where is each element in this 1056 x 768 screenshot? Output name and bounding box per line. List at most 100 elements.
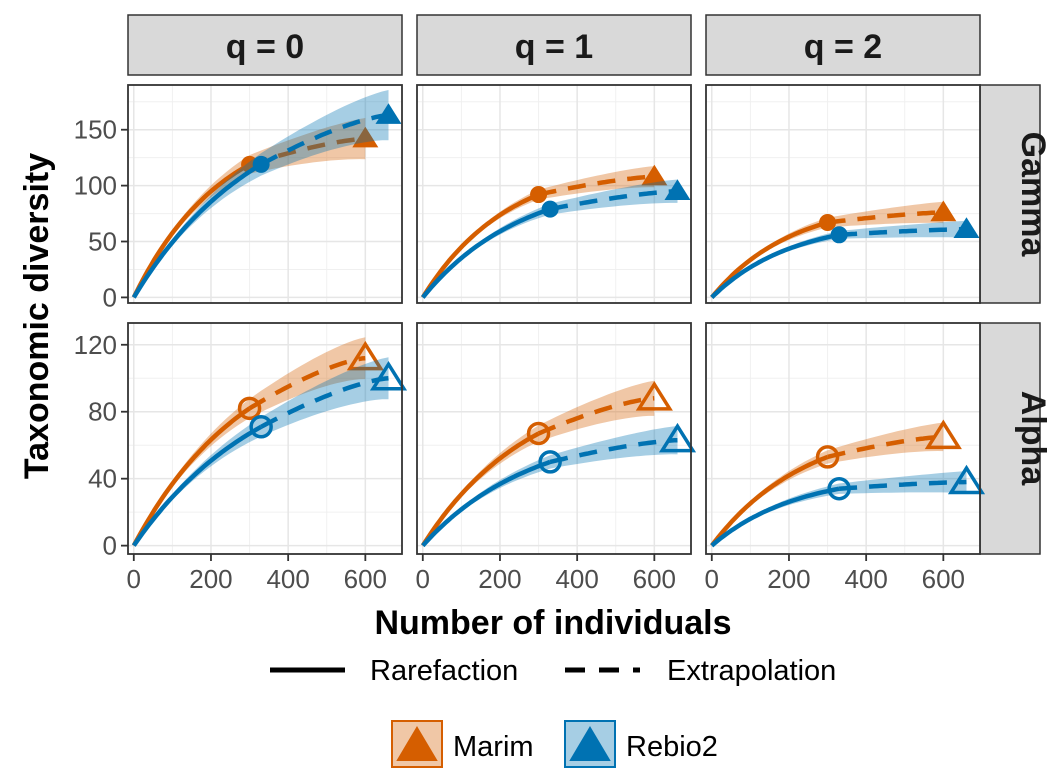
legend-marim-label: Marim <box>453 731 534 763</box>
panel-border-gamma-q0 <box>127 84 403 304</box>
observed-point-marim-alpha-q0 <box>237 396 262 421</box>
legend-extrapolation-label: Extrapolation <box>667 655 836 687</box>
extrapolation-line-marim-alpha-q2 <box>827 434 944 460</box>
extrapolation-line-marim-gamma-q2 <box>827 210 944 225</box>
x-tick-label: 400 <box>844 564 887 594</box>
strip-gamma <box>979 84 1041 304</box>
y-tick-label-alpha: 120 <box>74 330 117 360</box>
extrapolated-point-marim-alpha-q1 <box>635 381 673 411</box>
x-tick-label: 0 <box>705 564 719 594</box>
strip-q2 <box>705 14 981 76</box>
extrapolation-line-rebio2-gamma-q1 <box>549 188 678 212</box>
extrapolated-point-marim-alpha-q2 <box>924 419 962 450</box>
linetype-legend: Rarefaction Extrapolation <box>270 655 836 687</box>
y-tick-label-alpha: 40 <box>88 464 117 494</box>
legend-marim-triangle-icon <box>396 726 438 761</box>
panels-group: 0 50 100 150 0 40 80 120 0 200 400 600 0 200 400 600 0 20… <box>74 84 986 594</box>
extrapolated-point-marim-gamma-q2 <box>930 200 957 222</box>
extrapolation-line-marim-gamma-q0 <box>248 136 366 167</box>
extrapolation-line-marim-alpha-q0 <box>248 355 366 411</box>
extrapolated-point-marim-gamma-q1 <box>641 164 668 186</box>
color-legend: Marim Rebio2 <box>391 720 718 768</box>
observed-point-rebio2-alpha-q2 <box>827 476 851 501</box>
strip-label-gamma: Gamma <box>1014 132 1052 258</box>
x-tick-label: 600 <box>922 564 965 594</box>
legend-rebio2-label: Rebio2 <box>626 731 718 763</box>
y-tick-label-gamma: 50 <box>88 227 117 257</box>
observed-point-marim-alpha-q2 <box>815 445 840 469</box>
observed-point-marim-gamma-q2 <box>819 214 837 232</box>
extrapolation-line-rebio2-alpha-q2 <box>838 479 967 491</box>
strip-q0 <box>127 14 403 76</box>
extrapolated-point-rebio2-alpha-q0 <box>369 360 408 391</box>
observed-point-rebio2-gamma-q0 <box>252 155 270 173</box>
extrapolation-line-rebio2-alpha-q0 <box>260 375 389 429</box>
x-tick-label: 400 <box>266 564 309 594</box>
y-tick-label-alpha: 0 <box>103 531 117 561</box>
rarefaction-line-marim-gamma-q0 <box>131 162 251 299</box>
strip-label-q2: q = 2 <box>804 28 882 66</box>
extrapolated-point-rebio2-alpha-q1 <box>658 422 697 453</box>
rarefaction-line-rebio2-alpha-q0 <box>131 424 263 547</box>
ci-ribbon-marim-alpha-q0 <box>133 337 366 547</box>
extrapolation-line-marim-gamma-q1 <box>538 174 655 197</box>
observed-point-marim-alpha-q1 <box>526 421 551 446</box>
panel-border-alpha-q2 <box>705 322 981 555</box>
x-tick-label: 600 <box>344 564 387 594</box>
ci-ribbon-rebio2-alpha-q0 <box>133 357 389 547</box>
x-tick-label: 200 <box>478 564 521 594</box>
extrapolation-line-rebio2-gamma-q2 <box>838 226 967 238</box>
ci-ribbon-rebio2-gamma-q0 <box>133 90 389 298</box>
observed-point-marim-gamma-q1 <box>530 186 548 204</box>
strip-alpha <box>979 322 1041 555</box>
y-tick-label-gamma: 100 <box>74 171 117 201</box>
strip-label-q0: q = 0 <box>226 28 304 66</box>
x-tick-label: 0 <box>127 564 141 594</box>
extrapolated-point-marim-gamma-q0 <box>352 126 379 148</box>
rarefaction-line-marim-alpha-q2 <box>710 454 829 547</box>
ci-ribbon-rebio2-alpha-q2 <box>711 471 967 547</box>
extrapolated-point-rebio2-alpha-q2 <box>947 464 986 495</box>
y-axis-title: Taxonomic diversity <box>18 153 56 479</box>
extrapolated-point-rebio2-gamma-q1 <box>664 179 691 200</box>
ci-ribbon-marim-alpha-q1 <box>422 380 655 547</box>
rarefaction-line-marim-gamma-q2 <box>710 220 829 299</box>
x-tick-label: 400 <box>555 564 598 594</box>
extrapolation-line-rebio2-alpha-q1 <box>549 437 678 465</box>
observed-point-rebio2-gamma-q1 <box>541 200 559 218</box>
panel-border-alpha-q0 <box>127 322 403 555</box>
rarefaction-line-rebio2-alpha-q2 <box>710 486 840 548</box>
panel-border-gamma-q1 <box>416 84 692 304</box>
rarefaction-line-rebio2-gamma-q0 <box>131 162 263 299</box>
panel-border-alpha-q1 <box>416 322 692 555</box>
rarefaction-line-rebio2-gamma-q1 <box>421 206 551 299</box>
y-tick-label-gamma: 0 <box>103 282 117 312</box>
extrapolated-point-rebio2-gamma-q2 <box>953 217 980 238</box>
observed-point-rebio2-alpha-q1 <box>538 450 562 474</box>
rarefaction-line-marim-gamma-q1 <box>420 192 540 299</box>
ci-ribbon-rebio2-alpha-q1 <box>422 425 678 547</box>
strip-q1 <box>416 14 692 76</box>
strip-label-alpha: Alpha <box>1014 391 1052 487</box>
x-tick-label: 200 <box>767 564 810 594</box>
ci-ribbon-marim-gamma-q0 <box>133 118 366 298</box>
extrapolation-line-marim-alpha-q1 <box>537 396 655 436</box>
legend-rebio2-triangle-icon <box>569 726 611 761</box>
x-tick-label: 200 <box>189 564 232 594</box>
x-tick-label: 0 <box>416 564 430 594</box>
observed-point-rebio2-alpha-q0 <box>249 415 273 439</box>
legend-rarefaction-label: Rarefaction <box>370 655 518 687</box>
y-tick-label-alpha: 80 <box>88 397 117 427</box>
panel-bg-alpha-q1 <box>417 323 691 554</box>
extrapolation-line-rebio2-gamma-q0 <box>260 112 389 167</box>
x-axis-title: Number of individuals <box>374 604 731 642</box>
observed-point-rebio2-gamma-q2 <box>830 226 848 244</box>
rarefaction-line-rebio2-alpha-q1 <box>421 459 551 548</box>
strip-label-q1: q = 1 <box>515 28 593 66</box>
panel-border-gamma-q2 <box>705 84 981 304</box>
extrapolated-point-rebio2-gamma-q0 <box>375 103 402 124</box>
rarefaction-line-marim-alpha-q0 <box>131 406 251 547</box>
rarefaction-line-marim-alpha-q1 <box>420 431 540 547</box>
x-tick-label: 600 <box>633 564 676 594</box>
